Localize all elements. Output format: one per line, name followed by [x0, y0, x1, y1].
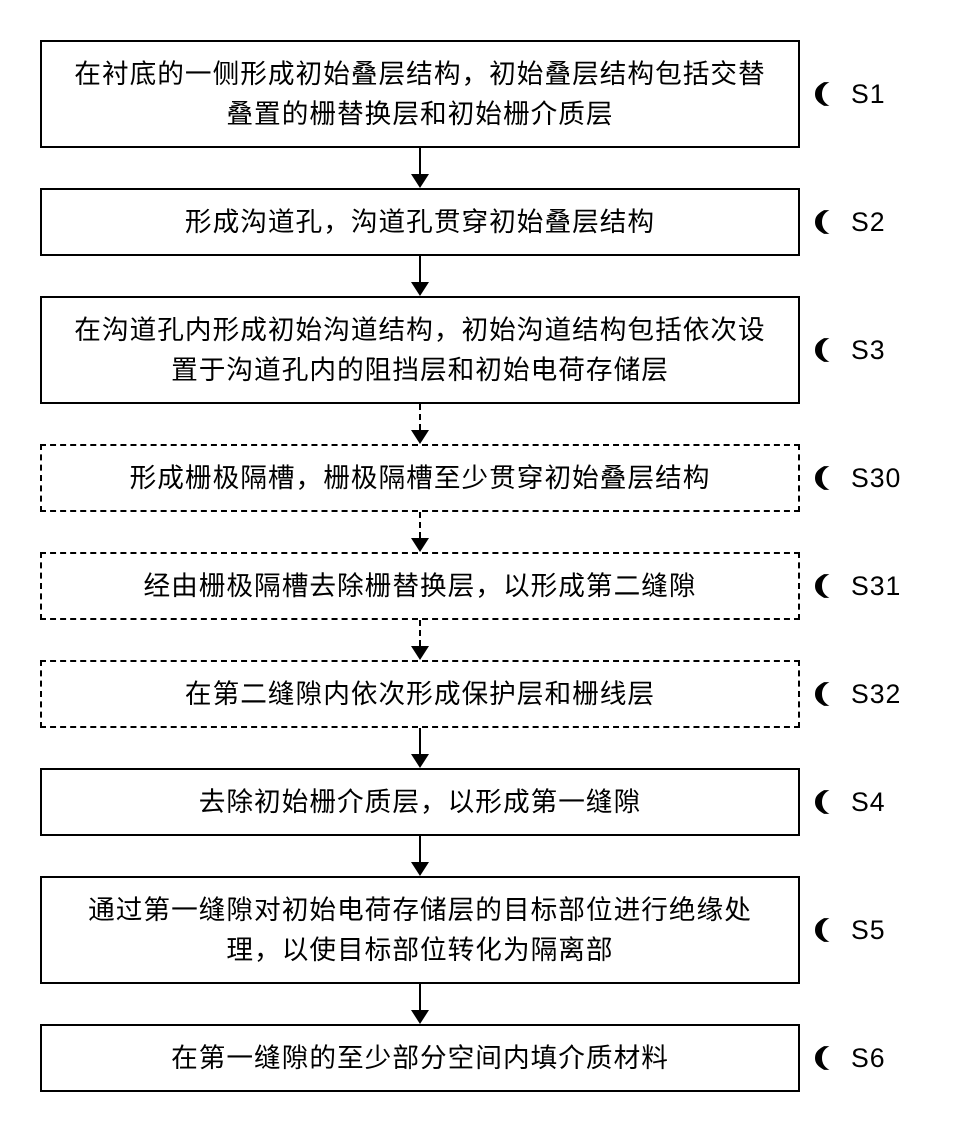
step-row-s32: 在第二缝隙内依次形成保护层和栅线层⌣S32 [40, 660, 914, 728]
brace-icon: ⌣ [787, 208, 871, 237]
step-label-col-s2: ⌣S2 [800, 200, 914, 244]
arrow-head-icon [411, 174, 429, 188]
brace-icon: ⌣ [787, 916, 871, 945]
arrow-shaft [419, 256, 421, 282]
step-row-s6: 在第一缝隙的至少部分空间内填介质材料⌣S6 [40, 1024, 914, 1092]
step-label-col-s30: ⌣S30 [800, 456, 914, 500]
step-row-s31: 经由栅极隔槽去除栅替换层，以形成第二缝隙⌣S31 [40, 552, 914, 620]
step-box-s30: 形成栅极隔槽，栅极隔槽至少贯穿初始叠层结构 [40, 444, 800, 512]
brace-icon: ⌣ [787, 80, 871, 109]
arrow-shaft [419, 728, 421, 754]
step-label-col-s32: ⌣S32 [800, 672, 914, 716]
arrow-head-icon [411, 430, 429, 444]
step-label-col-s31: ⌣S31 [800, 564, 914, 608]
step-label-col-s5: ⌣S5 [800, 908, 914, 952]
brace-icon: ⌣ [787, 336, 871, 365]
step-box-s1: 在衬底的一侧形成初始叠层结构，初始叠层结构包括交替叠置的栅替换层和初始栅介质层 [40, 40, 800, 148]
step-label-col-s6: ⌣S6 [800, 1036, 914, 1080]
step-label-col-s3: ⌣S3 [800, 328, 914, 372]
brace-icon: ⌣ [787, 464, 871, 493]
arrow-shaft [419, 984, 421, 1010]
arrow-after-s32 [40, 728, 914, 768]
step-row-s4: 去除初始栅介质层，以形成第一缝隙⌣S4 [40, 768, 914, 836]
arrow-after-s1 [40, 148, 914, 188]
step-row-s3: 在沟道孔内形成初始沟道结构，初始沟道结构包括依次设置于沟道孔内的阻挡层和初始电荷… [40, 296, 914, 404]
brace-icon: ⌣ [787, 680, 871, 709]
step-box-s2: 形成沟道孔，沟道孔贯穿初始叠层结构 [40, 188, 800, 256]
arrow-head-icon [411, 862, 429, 876]
step-box-s4: 去除初始栅介质层，以形成第一缝隙 [40, 768, 800, 836]
arrow-after-s5 [40, 984, 914, 1024]
arrow-after-s2 [40, 256, 914, 296]
step-box-s6: 在第一缝隙的至少部分空间内填介质材料 [40, 1024, 800, 1092]
arrow-shaft [419, 836, 421, 862]
step-row-s5: 通过第一缝隙对初始电荷存储层的目标部位进行绝缘处理，以使目标部位转化为隔离部⌣S… [40, 876, 914, 984]
arrow-shaft [419, 404, 421, 430]
arrow-head-icon [411, 1010, 429, 1024]
step-box-s31: 经由栅极隔槽去除栅替换层，以形成第二缝隙 [40, 552, 800, 620]
arrow-head-icon [411, 282, 429, 296]
brace-icon: ⌣ [787, 788, 871, 817]
arrow-shaft [419, 148, 421, 174]
step-row-s30: 形成栅极隔槽，栅极隔槽至少贯穿初始叠层结构⌣S30 [40, 444, 914, 512]
arrow-after-s3 [40, 404, 914, 444]
flowchart: 在衬底的一侧形成初始叠层结构，初始叠层结构包括交替叠置的栅替换层和初始栅介质层⌣… [40, 40, 914, 1092]
step-label-col-s4: ⌣S4 [800, 780, 914, 824]
step-row-s1: 在衬底的一侧形成初始叠层结构，初始叠层结构包括交替叠置的栅替换层和初始栅介质层⌣… [40, 40, 914, 148]
arrow-after-s31 [40, 620, 914, 660]
brace-icon: ⌣ [787, 1044, 871, 1073]
step-row-s2: 形成沟道孔，沟道孔贯穿初始叠层结构⌣S2 [40, 188, 914, 256]
arrow-shaft [419, 512, 421, 538]
step-box-s5: 通过第一缝隙对初始电荷存储层的目标部位进行绝缘处理，以使目标部位转化为隔离部 [40, 876, 800, 984]
arrow-head-icon [411, 646, 429, 660]
arrow-head-icon [411, 538, 429, 552]
arrow-head-icon [411, 754, 429, 768]
step-box-s3: 在沟道孔内形成初始沟道结构，初始沟道结构包括依次设置于沟道孔内的阻挡层和初始电荷… [40, 296, 800, 404]
arrow-after-s4 [40, 836, 914, 876]
arrow-after-s30 [40, 512, 914, 552]
step-box-s32: 在第二缝隙内依次形成保护层和栅线层 [40, 660, 800, 728]
arrow-shaft [419, 620, 421, 646]
step-label-col-s1: ⌣S1 [800, 72, 914, 116]
brace-icon: ⌣ [787, 572, 871, 601]
